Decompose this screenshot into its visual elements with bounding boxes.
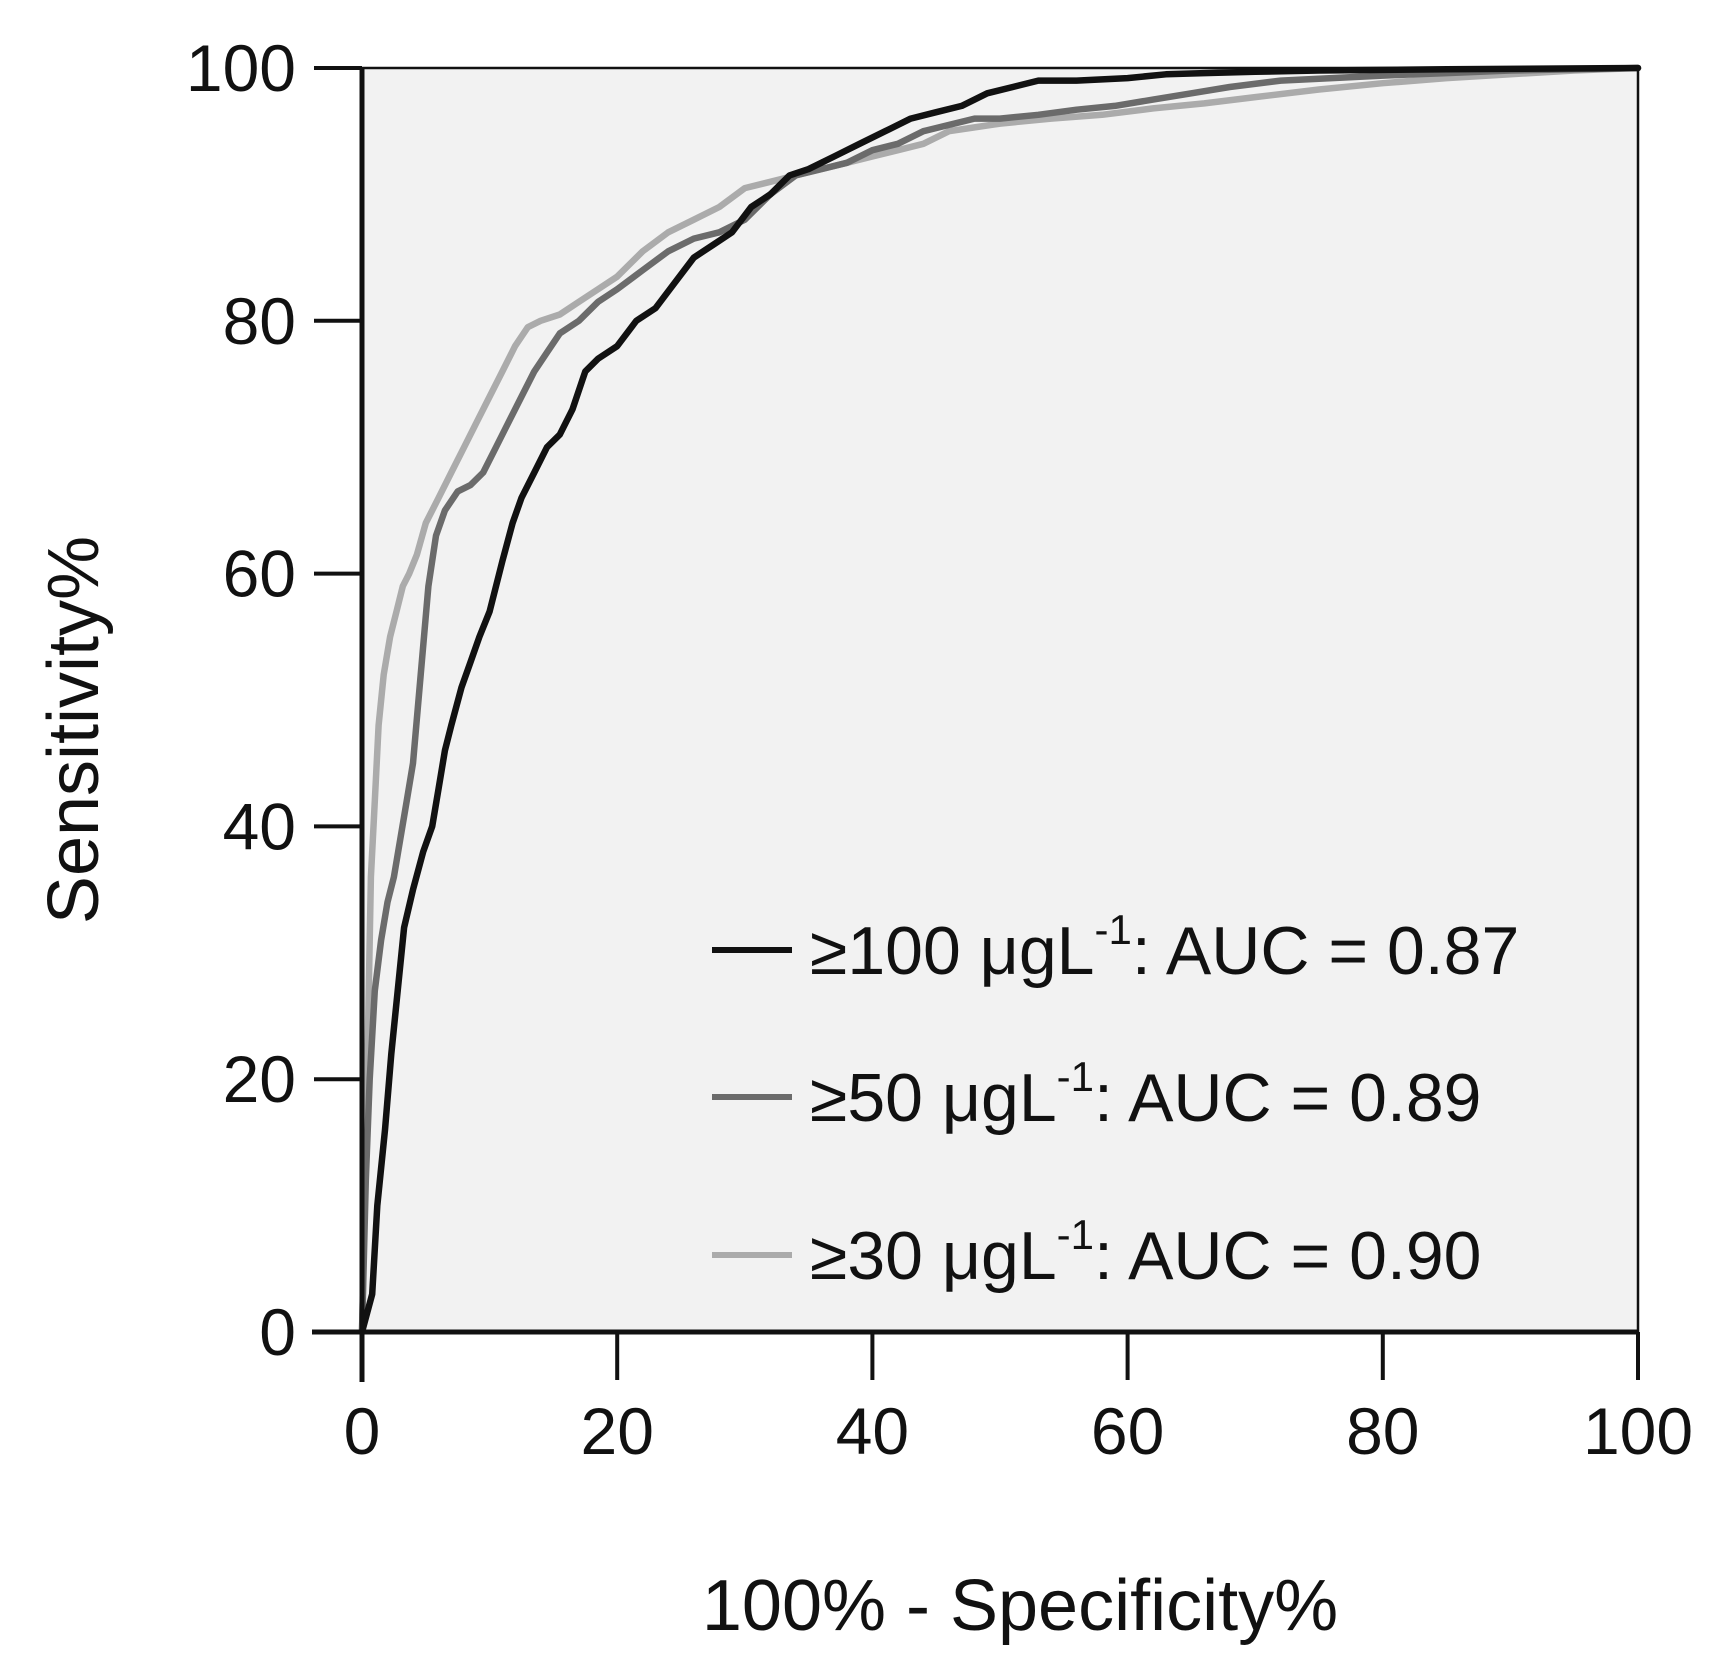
legend-label-main: ≥50 μgL bbox=[810, 1060, 1057, 1136]
legend-item: ≥100 μgL-1: AUC = 0.87 bbox=[712, 906, 1519, 989]
series-line-0 bbox=[358, 64, 1642, 1336]
legend-label-main: ≥30 μgL bbox=[810, 1218, 1057, 1294]
plot-background bbox=[362, 68, 1638, 1332]
legend-label-superscript: -1 bbox=[1057, 1053, 1094, 1100]
legend: ≥100 μgL-1: AUC = 0.87≥50 μgL-1: AUC = 0… bbox=[712, 906, 1519, 1294]
series-layer bbox=[358, 64, 1642, 1336]
legend-label-auc: : AUC = 0.90 bbox=[1094, 1218, 1481, 1294]
legend-label: ≥50 μgL-1: AUC = 0.89 bbox=[810, 1053, 1481, 1136]
y-tick-label: 80 bbox=[223, 284, 296, 358]
legend-label-auc: : AUC = 0.87 bbox=[1132, 913, 1519, 989]
x-tick-label: 40 bbox=[836, 1394, 909, 1468]
legend-label: ≥30 μgL-1: AUC = 0.90 bbox=[810, 1211, 1481, 1294]
x-tick-label: 80 bbox=[1346, 1394, 1419, 1468]
legend-item: ≥30 μgL-1: AUC = 0.90 bbox=[712, 1211, 1481, 1294]
legend-label-superscript: -1 bbox=[1094, 906, 1131, 953]
x-tick-label: 100 bbox=[1583, 1394, 1693, 1468]
y-tick-label: 100 bbox=[186, 31, 296, 105]
y-axis-ticks: 0 20 40 60 80 100 bbox=[186, 31, 362, 1369]
x-tick-label: 0 bbox=[344, 1394, 381, 1468]
y-tick-label: 60 bbox=[223, 537, 296, 611]
y-tick-label: 20 bbox=[223, 1042, 296, 1116]
x-tick-label: 60 bbox=[1091, 1394, 1164, 1468]
legend-item: ≥50 μgL-1: AUC = 0.89 bbox=[712, 1053, 1481, 1136]
y-axis-title: Sensitivity% bbox=[34, 536, 114, 924]
x-axis-ticks: 0 20 40 60 80 100 bbox=[344, 1332, 1693, 1468]
legend-label-auc: : AUC = 0.89 bbox=[1094, 1060, 1481, 1136]
series-line-2 bbox=[358, 64, 1642, 1336]
series-line-1 bbox=[358, 64, 1642, 1336]
x-tick-label: 20 bbox=[580, 1394, 653, 1468]
legend-label: ≥100 μgL-1: AUC = 0.87 bbox=[810, 906, 1519, 989]
x-axis-title: 100% - Specificity% bbox=[702, 1566, 1338, 1646]
y-tick-label: 0 bbox=[259, 1295, 296, 1369]
legend-label-superscript: -1 bbox=[1057, 1211, 1094, 1258]
legend-label-main: ≥100 μgL bbox=[810, 913, 1094, 989]
y-tick-label: 40 bbox=[223, 789, 296, 863]
